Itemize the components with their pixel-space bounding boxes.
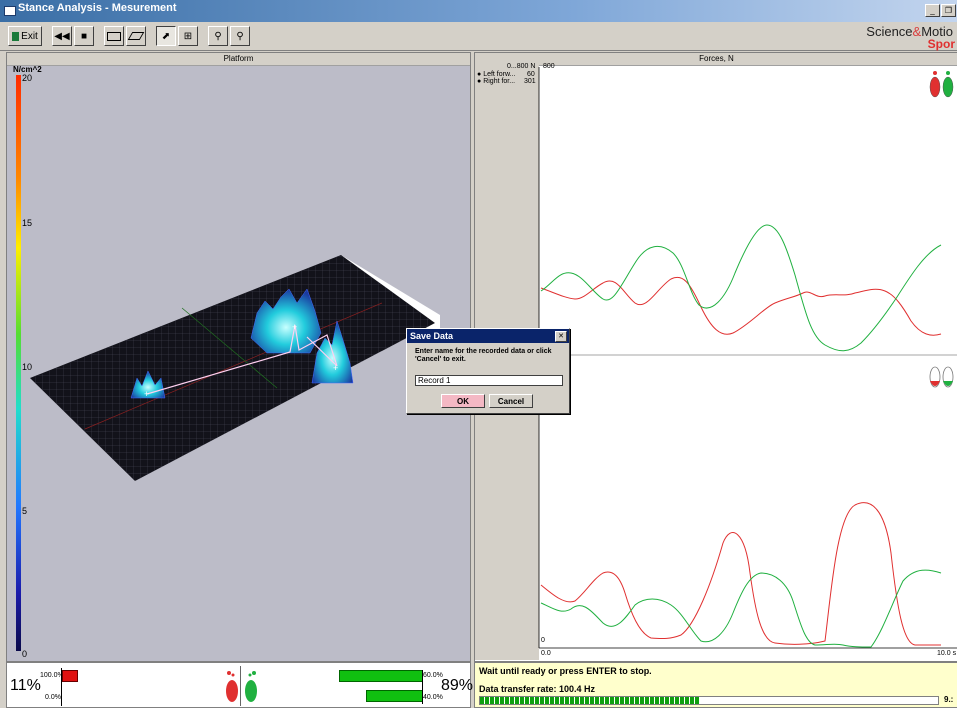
legend-right-name: Right for...: [483, 78, 516, 85]
legend-left-value: 60: [527, 71, 535, 78]
scale-tick-15: 15: [22, 218, 33, 228]
upper-red-curve: [540, 276, 942, 336]
ymax-label: 800: [543, 63, 555, 70]
right-percent: 89%: [441, 677, 474, 694]
dialog-title: Save Data: [410, 331, 454, 341]
left-bottom-label: 0.0%: [45, 694, 61, 701]
axis-line-green: [181, 307, 278, 389]
stop-button[interactable]: ■: [74, 26, 94, 46]
rectangle-icon: [107, 31, 121, 41]
upper-force-curves: [540, 224, 942, 352]
pressure-peak-forefoot: [250, 288, 322, 354]
status-transfer-rate: Data transfer rate: 100.4 Hz: [479, 684, 596, 694]
lower-force-curves: [540, 502, 942, 648]
progress-fill: [480, 697, 700, 704]
cop-marker: +: [333, 363, 338, 373]
exit-label: Exit: [21, 31, 38, 42]
pressure-3d-view[interactable]: + + +: [7, 53, 470, 661]
center-of-pressure-path: [146, 324, 338, 395]
zoom-in-button[interactable]: ⚲: [208, 26, 228, 46]
axis-line-red: [84, 302, 383, 430]
right-top-label: 60.0%: [423, 672, 443, 679]
grid-icon: ⊞: [183, 31, 193, 42]
title-bar: Stance Analysis - Mesurement _ ❐: [0, 0, 957, 22]
restore-button[interactable]: ❐: [941, 4, 956, 17]
upper-green-curve: [540, 224, 942, 352]
dialog-message: Enter name for the recorded data or clic…: [415, 348, 552, 363]
ok-button[interactable]: OK: [441, 394, 485, 408]
grid-button[interactable]: ⊞: [178, 26, 198, 46]
legend-right-value: 301: [524, 78, 536, 85]
dialog-title-bar: Save Data: [407, 329, 569, 343]
toolbar: Exit ◀◀ ■ ⬈ ⊞ ⚲ ⚲: [0, 22, 957, 51]
transfer-progress-bar: [479, 696, 939, 705]
logo-sport: Spor: [927, 37, 955, 51]
zoom-in-icon: ⚲: [214, 31, 222, 42]
rotate-icon: ⬈: [161, 31, 171, 42]
legend-left: ● Left forw...: [477, 71, 516, 78]
feet-forces-icon: [929, 71, 954, 98]
logo-science: Science: [866, 24, 913, 39]
cancel-button[interactable]: Cancel: [489, 394, 533, 408]
zoom-out-icon: ⚲: [236, 31, 244, 42]
app-icon: [4, 6, 16, 16]
rewind-button[interactable]: ◀◀: [52, 26, 72, 46]
right-top-bar: [339, 670, 423, 682]
exit-button[interactable]: Exit: [8, 26, 42, 46]
lower-y0-label: 0: [541, 637, 545, 644]
stop-icon: ■: [80, 31, 88, 42]
status-panel: Wait until ready or press ENTER to stop.…: [474, 662, 957, 708]
color-scale-bar: [16, 75, 21, 651]
platform-title: Platform: [7, 53, 470, 66]
left-percent: 11%: [10, 677, 41, 694]
view-3d-button[interactable]: [126, 26, 146, 46]
zoom-out-button[interactable]: ⚲: [230, 26, 250, 46]
forces-title: Forces, N: [475, 53, 957, 66]
scale-tick-5: 5: [22, 506, 28, 516]
status-instruction: Wait until ready or press ENTER to stop.: [479, 666, 652, 676]
scale-unit-label: N/cm^2: [13, 65, 42, 74]
scale-tick-0: 0: [22, 649, 28, 659]
platform-grid: [30, 255, 435, 481]
legend-right: ● Right for...: [477, 78, 516, 85]
x-start-label: 0.0: [541, 650, 551, 657]
range-label: 0...800 N: [507, 63, 536, 70]
balance-center-line: [240, 666, 241, 706]
dialog-close-button[interactable]: ✕: [555, 331, 567, 342]
balance-panel: 11% 100.0% 0.0% 60.0% 40.0% 89%: [6, 662, 474, 708]
balance-feet-icon: [226, 671, 257, 702]
forces-graph: [538, 67, 957, 649]
rewind-icon: ◀◀: [54, 31, 70, 42]
legend-left-name: Left forw...: [483, 71, 516, 78]
x-end-label: 10.0 s: [937, 650, 957, 657]
brand-logo: Science&Motio: [866, 24, 953, 39]
feet-heel-icon: [929, 366, 954, 388]
record-name-input[interactable]: [415, 375, 563, 386]
right-bottom-bar: [366, 690, 423, 702]
door-icon: [12, 31, 20, 41]
logo-amp: &: [912, 24, 922, 39]
parallelogram-icon: [127, 32, 145, 41]
minimize-button[interactable]: _: [925, 4, 940, 17]
view-2d-button[interactable]: [104, 26, 124, 46]
cop-marker: +: [292, 322, 297, 332]
save-data-dialog: Save Data ✕ Enter name for the recorded …: [406, 328, 570, 414]
lower-green-curve: [540, 569, 942, 648]
right-bottom-label: 40.0%: [423, 694, 443, 701]
cop-marker: +: [144, 389, 149, 399]
left-bar-axis: [61, 668, 62, 706]
progress-label: 9.:: [944, 695, 954, 704]
logo-motion: Motio: [921, 24, 953, 39]
lower-red-curve: [540, 502, 941, 646]
left-weight-bar: [62, 670, 78, 682]
scale-tick-20: 20: [22, 73, 33, 83]
platform-panel: Platform N/cm^2 20 15 10 5 0 + + +: [6, 52, 471, 662]
left-top-label: 100.0%: [40, 672, 64, 679]
rotate-view-button[interactable]: ⬈: [156, 26, 176, 46]
window-title: Stance Analysis - Mesurement: [18, 2, 177, 14]
right-bar-axis: [422, 670, 423, 704]
scale-tick-10: 10: [22, 362, 33, 372]
